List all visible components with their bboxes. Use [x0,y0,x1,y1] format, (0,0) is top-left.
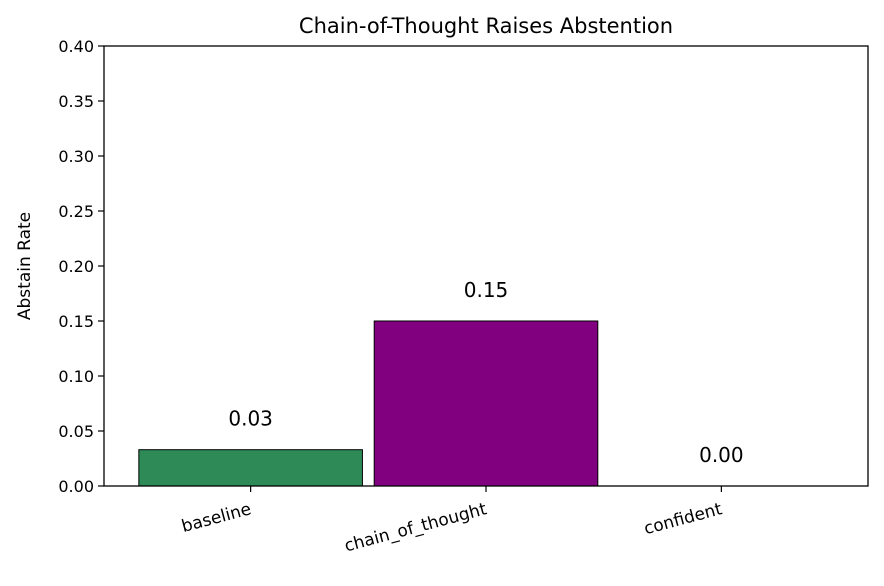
y-tick-label: 0.00 [58,477,94,496]
y-axis-label: Abstain Rate [15,212,35,320]
y-tick-label: 0.15 [58,312,94,331]
data-label: 0.15 [464,278,509,302]
data-label: 0.03 [228,407,273,431]
x-tick-label: confident [642,499,725,539]
plot-frame [103,45,869,487]
y-tick-label: 0.10 [58,367,94,386]
bar-chain_of_thought [373,320,599,487]
x-tick-label: baseline [179,499,253,537]
chart-title: Chain-of-Thought Raises Abstention [299,14,673,38]
x-tick-label: chain_of_thought [342,499,489,556]
y-tick-label: 0.05 [58,422,94,441]
y-tick-label: 0.20 [58,257,94,276]
y-tick-label: 0.30 [58,147,94,166]
bar-baseline [138,449,363,487]
y-tick-label: 0.35 [58,92,94,111]
y-tick-label: 0.40 [58,37,94,56]
y-tick-label: 0.25 [58,202,94,221]
data-label: 0.00 [699,443,744,467]
